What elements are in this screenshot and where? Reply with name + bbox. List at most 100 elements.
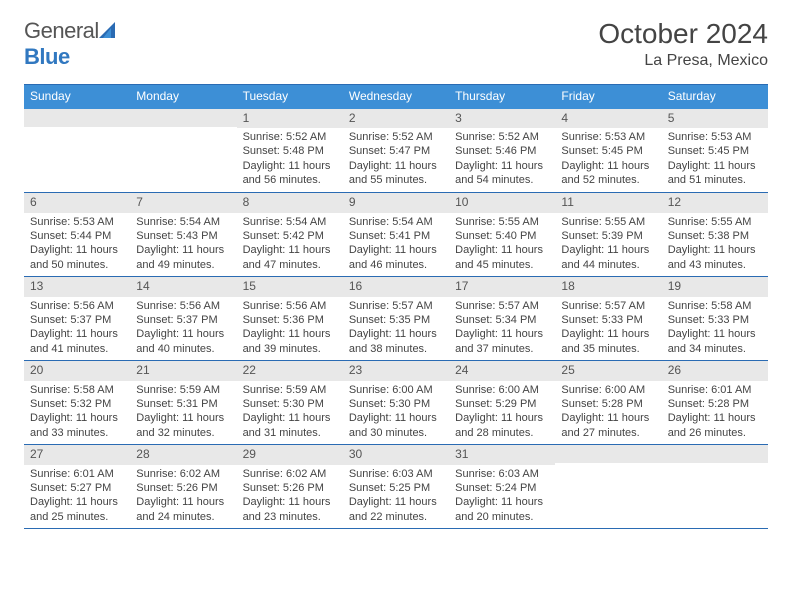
day-line: and 49 minutes. <box>136 258 230 272</box>
day-line: Daylight: 11 hours <box>349 327 443 341</box>
title-block: October 2024 La Presa, Mexico <box>598 18 768 70</box>
day-body: Sunrise: 5:52 AMSunset: 5:47 PMDaylight:… <box>343 128 449 191</box>
day-line: Sunrise: 5:56 AM <box>30 299 124 313</box>
day-line: Daylight: 11 hours <box>561 159 655 173</box>
day-body: Sunrise: 5:54 AMSunset: 5:41 PMDaylight:… <box>343 213 449 276</box>
day-line: Daylight: 11 hours <box>561 243 655 257</box>
day-line: Daylight: 11 hours <box>243 243 337 257</box>
logo-word1: General <box>24 18 99 43</box>
day-line: Sunrise: 6:02 AM <box>243 467 337 481</box>
day-line: Sunrise: 5:53 AM <box>30 215 124 229</box>
day-line: Sunset: 5:34 PM <box>455 313 549 327</box>
header-row: GeneralBlue October 2024 La Presa, Mexic… <box>24 18 768 70</box>
day-body: Sunrise: 5:55 AMSunset: 5:39 PMDaylight:… <box>555 213 661 276</box>
day-line: Daylight: 11 hours <box>455 327 549 341</box>
day-body <box>555 463 661 469</box>
day-line: and 33 minutes. <box>30 426 124 440</box>
day-line: and 40 minutes. <box>136 342 230 356</box>
day-number: 23 <box>343 361 449 381</box>
calendar-week-row: 20Sunrise: 5:58 AMSunset: 5:32 PMDayligh… <box>24 361 768 445</box>
day-number: 3 <box>449 109 555 129</box>
logo-text: GeneralBlue <box>24 18 121 70</box>
day-number: 16 <box>343 277 449 297</box>
day-body: Sunrise: 5:55 AMSunset: 5:38 PMDaylight:… <box>662 213 768 276</box>
day-line: Daylight: 11 hours <box>243 495 337 509</box>
day-body <box>24 127 130 133</box>
weekday-header: Wednesday <box>343 85 449 109</box>
day-number: 29 <box>237 445 343 465</box>
day-line: Sunset: 5:32 PM <box>30 397 124 411</box>
logo-word2: Blue <box>24 44 70 69</box>
day-line: Sunset: 5:25 PM <box>349 481 443 495</box>
day-line: Daylight: 11 hours <box>30 495 124 509</box>
day-number <box>24 109 130 127</box>
day-line: and 55 minutes. <box>349 173 443 187</box>
day-number: 15 <box>237 277 343 297</box>
day-line: Daylight: 11 hours <box>455 411 549 425</box>
weekday-header: Monday <box>130 85 236 109</box>
day-line: Daylight: 11 hours <box>561 411 655 425</box>
calendar-day-cell: 14Sunrise: 5:56 AMSunset: 5:37 PMDayligh… <box>130 277 236 361</box>
day-line: Daylight: 11 hours <box>349 495 443 509</box>
day-line: Daylight: 11 hours <box>561 327 655 341</box>
day-line: Sunset: 5:26 PM <box>243 481 337 495</box>
day-number: 12 <box>662 193 768 213</box>
weekday-header: Tuesday <box>237 85 343 109</box>
day-line: Sunrise: 6:03 AM <box>349 467 443 481</box>
day-number: 10 <box>449 193 555 213</box>
day-line: and 43 minutes. <box>668 258 762 272</box>
day-line: Sunrise: 5:55 AM <box>668 215 762 229</box>
day-line: Sunset: 5:37 PM <box>30 313 124 327</box>
day-line: Sunrise: 5:54 AM <box>136 215 230 229</box>
day-line: Daylight: 11 hours <box>243 411 337 425</box>
day-line: and 46 minutes. <box>349 258 443 272</box>
day-body: Sunrise: 6:03 AMSunset: 5:24 PMDaylight:… <box>449 465 555 528</box>
day-body: Sunrise: 5:56 AMSunset: 5:37 PMDaylight:… <box>130 297 236 360</box>
day-line: Sunrise: 5:52 AM <box>455 130 549 144</box>
day-body: Sunrise: 5:53 AMSunset: 5:45 PMDaylight:… <box>662 128 768 191</box>
location: La Presa, Mexico <box>598 52 768 70</box>
day-line: Sunset: 5:27 PM <box>30 481 124 495</box>
day-line: and 25 minutes. <box>30 510 124 524</box>
calendar-day-cell: 2Sunrise: 5:52 AMSunset: 5:47 PMDaylight… <box>343 109 449 193</box>
day-line: and 56 minutes. <box>243 173 337 187</box>
calendar-day-cell: 27Sunrise: 6:01 AMSunset: 5:27 PMDayligh… <box>24 445 130 529</box>
day-line: Sunrise: 6:02 AM <box>136 467 230 481</box>
day-number: 20 <box>24 361 130 381</box>
calendar-day-cell: 7Sunrise: 5:54 AMSunset: 5:43 PMDaylight… <box>130 193 236 277</box>
day-number: 26 <box>662 361 768 381</box>
day-line: and 28 minutes. <box>455 426 549 440</box>
day-body: Sunrise: 5:58 AMSunset: 5:32 PMDaylight:… <box>24 381 130 444</box>
day-line: Sunrise: 6:00 AM <box>349 383 443 397</box>
day-body: Sunrise: 6:00 AMSunset: 5:28 PMDaylight:… <box>555 381 661 444</box>
day-line: Sunset: 5:26 PM <box>136 481 230 495</box>
calendar-week-row: 1Sunrise: 5:52 AMSunset: 5:48 PMDaylight… <box>24 109 768 193</box>
day-line: and 23 minutes. <box>243 510 337 524</box>
day-line: Sunset: 5:44 PM <box>30 229 124 243</box>
calendar-day-cell: 20Sunrise: 5:58 AMSunset: 5:32 PMDayligh… <box>24 361 130 445</box>
day-line: Daylight: 11 hours <box>30 411 124 425</box>
day-line: Sunrise: 5:55 AM <box>561 215 655 229</box>
day-line: Sunrise: 5:56 AM <box>243 299 337 313</box>
calendar-day-cell: 21Sunrise: 5:59 AMSunset: 5:31 PMDayligh… <box>130 361 236 445</box>
day-line: Sunrise: 5:53 AM <box>668 130 762 144</box>
day-line: Sunset: 5:45 PM <box>668 144 762 158</box>
day-body: Sunrise: 5:56 AMSunset: 5:36 PMDaylight:… <box>237 297 343 360</box>
day-body: Sunrise: 5:53 AMSunset: 5:45 PMDaylight:… <box>555 128 661 191</box>
day-line: Daylight: 11 hours <box>30 243 124 257</box>
day-line: Daylight: 11 hours <box>455 159 549 173</box>
calendar-day-cell: 13Sunrise: 5:56 AMSunset: 5:37 PMDayligh… <box>24 277 130 361</box>
day-line: Sunset: 5:36 PM <box>243 313 337 327</box>
day-body: Sunrise: 6:02 AMSunset: 5:26 PMDaylight:… <box>237 465 343 528</box>
day-line: Sunrise: 5:58 AM <box>30 383 124 397</box>
day-body: Sunrise: 5:54 AMSunset: 5:43 PMDaylight:… <box>130 213 236 276</box>
day-line: and 39 minutes. <box>243 342 337 356</box>
day-line: Sunrise: 5:54 AM <box>243 215 337 229</box>
weekday-header: Sunday <box>24 85 130 109</box>
day-line: Sunrise: 5:59 AM <box>136 383 230 397</box>
calendar-day-cell: 10Sunrise: 5:55 AMSunset: 5:40 PMDayligh… <box>449 193 555 277</box>
calendar-day-cell <box>130 109 236 193</box>
day-number: 8 <box>237 193 343 213</box>
day-line: Sunrise: 6:01 AM <box>30 467 124 481</box>
calendar-day-cell: 15Sunrise: 5:56 AMSunset: 5:36 PMDayligh… <box>237 277 343 361</box>
